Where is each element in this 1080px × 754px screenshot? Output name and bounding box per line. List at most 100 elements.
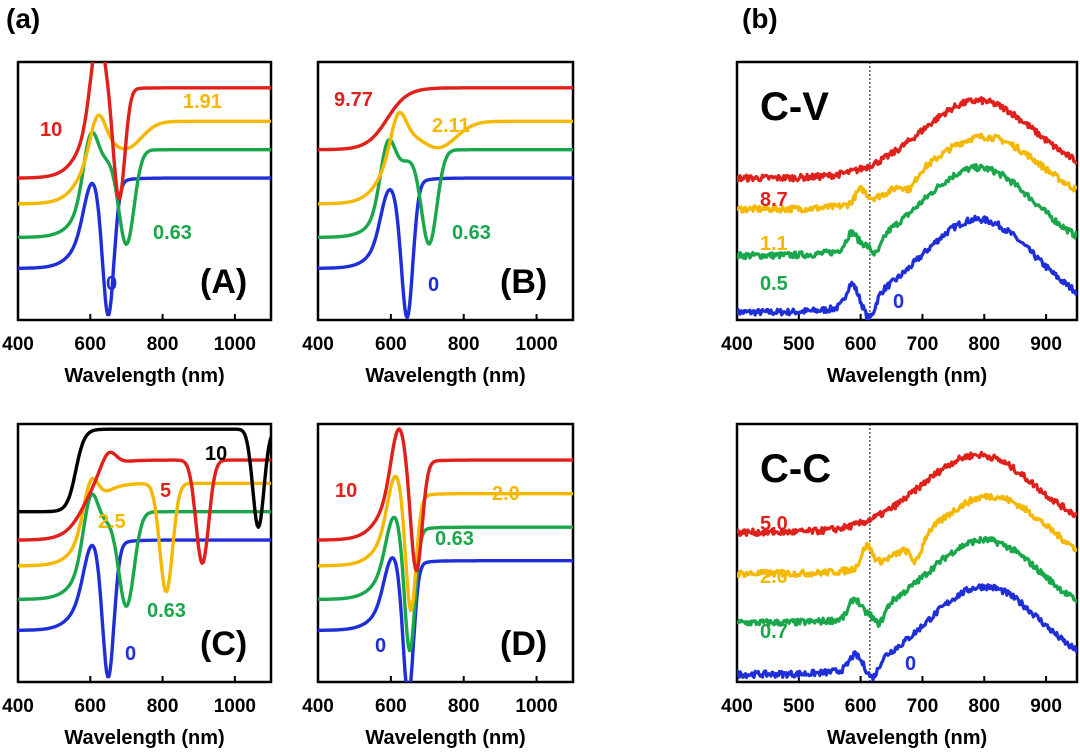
chart-cc: 400 500 600 700 800 900 Wavelength (nm) 0 0.7 2.0… — [721, 422, 1079, 749]
series-label: 1.91 — [183, 91, 222, 113]
plot-frame — [735, 422, 1079, 684]
chart-d: 400 600 800 1000 Wavelength (nm) 0 0.63 2.0 10 (D… — [302, 422, 575, 749]
series-label: 10 — [205, 443, 227, 465]
series-label: 0.63 — [435, 528, 474, 550]
series-line-0 — [318, 556, 573, 682]
x-tick-label: 400 — [302, 334, 334, 355]
x-tick-label: 400 — [302, 696, 334, 717]
series-line-0 — [18, 538, 271, 679]
panel-label: (A) — [200, 263, 247, 301]
chart-a: 400 600 800 1000 Wavelength (nm) 0 0.63 1.91 10 (… — [2, 60, 273, 387]
series-line-9.77 — [318, 86, 573, 152]
x-tick-label: 500 — [783, 334, 815, 355]
x-tick-label: 1000 — [214, 334, 256, 355]
series-line-2.5 — [18, 476, 271, 594]
series-line-10 — [318, 427, 573, 573]
x-axis-label: Wavelength (nm) — [64, 365, 224, 387]
plot-frame — [16, 422, 273, 684]
series-line-5.0 — [737, 450, 1077, 538]
series-line-10 — [18, 62, 271, 201]
x-axis-label: Wavelength (nm) — [827, 727, 987, 749]
plot-frame — [316, 60, 575, 322]
plot-frame — [16, 60, 273, 322]
series-line-0.63 — [18, 130, 271, 246]
x-tick-label: 600 — [74, 334, 106, 355]
x-tick-label: 600 — [375, 696, 407, 717]
x-tick-label: 1000 — [214, 696, 256, 717]
x-axis-label: Wavelength (nm) — [64, 727, 224, 749]
series-line-0 — [18, 176, 271, 317]
x-tick-label: 400 — [721, 696, 753, 717]
series-label: 9.77 — [334, 89, 373, 111]
series-label: 1.1 — [760, 233, 788, 255]
chart-b: 400 600 800 1000 Wavelength (nm) 0 0.63 2.11 9.7… — [302, 60, 575, 387]
x-tick-label: 600 — [375, 334, 407, 355]
chart-cv: 400 500 600 700 800 900 Wavelength (nm) 0 0.5 1.1… — [721, 60, 1079, 387]
series-label: 0 — [106, 273, 117, 295]
series-line-0 — [737, 214, 1077, 320]
series-label: 0.5 — [760, 273, 788, 295]
x-tick-label: 500 — [783, 696, 815, 717]
x-tick-label: 800 — [968, 334, 1000, 355]
series-line-0.63 — [318, 138, 573, 246]
series-label: 0 — [893, 291, 904, 313]
series-line-0 — [318, 176, 573, 320]
series-line-2.0 — [737, 492, 1077, 579]
series-label: 10 — [40, 119, 62, 141]
series-line-5 — [18, 450, 271, 565]
series-label: 0.63 — [452, 222, 491, 244]
chart-title: C-V — [760, 85, 829, 129]
series-label: 5.0 — [760, 513, 788, 535]
x-axis-label: Wavelength (nm) — [365, 365, 525, 387]
series-label: 0.63 — [153, 222, 192, 244]
series-label: 2.0 — [760, 566, 788, 588]
figure-label-a: (a) — [6, 3, 40, 34]
series-label: 0 — [428, 274, 439, 296]
series-line-0.63 — [318, 515, 573, 653]
series-label: 2.11 — [432, 115, 470, 137]
panel-label: (C) — [200, 625, 247, 663]
series-line-1.1 — [737, 132, 1077, 214]
series-label: 0 — [905, 653, 916, 675]
series-line-0.7 — [737, 535, 1077, 628]
x-tick-label: 800 — [448, 696, 480, 717]
series-label: 2.0 — [492, 483, 520, 505]
series-line-8.7 — [737, 96, 1077, 183]
series-label: 0.7 — [760, 621, 788, 643]
plot-frame — [735, 60, 1079, 322]
series-label: 2.5 — [98, 511, 126, 533]
plot-frame — [316, 422, 575, 684]
x-tick-label: 600 — [845, 696, 877, 717]
x-tick-label: 600 — [845, 334, 877, 355]
x-tick-label: 900 — [1030, 334, 1062, 355]
x-tick-label: 700 — [907, 334, 939, 355]
series-label: 0 — [125, 643, 136, 665]
x-tick-label: 700 — [907, 696, 939, 717]
series-label: 0.63 — [147, 600, 186, 622]
x-tick-label: 400 — [721, 334, 753, 355]
series-label: 10 — [335, 480, 357, 502]
chart-title: C-C — [760, 447, 831, 491]
series-line-0.63 — [18, 492, 271, 608]
x-tick-label: 400 — [2, 696, 34, 717]
series-line-0.5 — [737, 163, 1077, 261]
series-line-1.91 — [18, 113, 271, 206]
x-axis-label: Wavelength (nm) — [365, 727, 525, 749]
chart-c: 400 600 800 1000 Wavelength (nm) 0 0.63 2.5 5 10 (… — [2, 422, 273, 749]
series-line-0 — [737, 583, 1077, 682]
x-tick-label: 900 — [1030, 696, 1062, 717]
series-line-10 — [18, 427, 271, 529]
x-tick-label: 600 — [74, 696, 106, 717]
x-tick-label: 800 — [147, 334, 179, 355]
series-label: 8.7 — [760, 189, 788, 211]
x-tick-label: 1000 — [515, 696, 557, 717]
x-tick-label: 800 — [968, 696, 1000, 717]
series-label: 0 — [375, 635, 386, 657]
panel-label: (B) — [500, 263, 547, 301]
x-axis-label: Wavelength (nm) — [827, 365, 987, 387]
panel-label: (D) — [500, 625, 547, 663]
series-line-2.11 — [318, 110, 573, 206]
x-tick-label: 400 — [2, 334, 34, 355]
x-tick-label: 800 — [147, 696, 179, 717]
